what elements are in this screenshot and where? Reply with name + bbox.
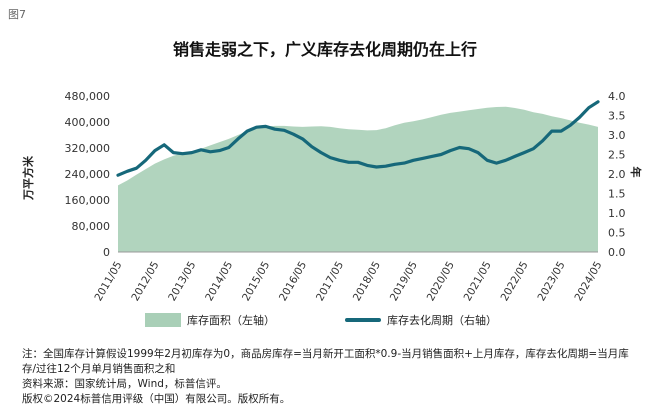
x-tick-label: 2012/05 bbox=[129, 260, 161, 304]
x-tick-label: 2022/05 bbox=[499, 260, 531, 304]
legend-item-area: 库存面积（左轴） bbox=[145, 312, 275, 328]
line-series-layer bbox=[116, 100, 600, 177]
x-tick-label: 2021/05 bbox=[462, 260, 494, 304]
legend-label-area: 库存面积（左轴） bbox=[187, 314, 275, 327]
x-tick-label: 2011/05 bbox=[92, 260, 124, 304]
y-right-tick-label: 4.0 bbox=[608, 90, 626, 103]
legend-label-line: 库存去化周期（右轴） bbox=[387, 314, 497, 327]
y-right-tick-label: 0.5 bbox=[608, 227, 626, 240]
x-tick-label: 2024/05 bbox=[572, 260, 604, 304]
x-tick-label: 2018/05 bbox=[351, 260, 383, 304]
note-line-1: 注：全国库存计算假设1999年2月初库存为0，商品房库存=当月新开工面积*0.9… bbox=[22, 348, 629, 375]
legend-item-line: 库存去化周期（右轴） bbox=[345, 312, 497, 328]
chart-title: 销售走弱之下，广义库存去化周期仍在上行 bbox=[172, 40, 477, 59]
note-line-2: 资料来源：国家统计局，Wind，标普信评。 bbox=[22, 378, 227, 390]
area-series-layer bbox=[118, 106, 598, 252]
x-tick-label: 2014/05 bbox=[203, 260, 235, 304]
y-right-tick-label: 3.0 bbox=[608, 129, 626, 142]
y-right-tick-label: 2.0 bbox=[608, 168, 626, 181]
y-left-tick-label: 400,000 bbox=[65, 116, 111, 129]
y-left-tick-label: 480,000 bbox=[65, 90, 111, 103]
x-tick-label: 2023/05 bbox=[535, 260, 567, 304]
y-left-tick-label: 240,000 bbox=[65, 168, 111, 181]
y-right-tick-label: 1.5 bbox=[608, 188, 626, 201]
y-left-tick-label: 160,000 bbox=[65, 194, 111, 207]
y-axis-left-label: 万平方米 bbox=[21, 155, 35, 201]
y-axis-right-label: 年 bbox=[629, 167, 643, 178]
y-right-tick-label: 3.5 bbox=[608, 110, 626, 123]
figure-label: 图7 bbox=[8, 8, 26, 21]
y-left-tick-label: 0 bbox=[103, 246, 110, 259]
y-right-tick-label: 0.0 bbox=[608, 246, 626, 259]
chart-canvas: 0 80,000 160,000 240,000 320,000 400,000 480,0… bbox=[21, 90, 643, 304]
x-tick-label: 2013/05 bbox=[166, 260, 198, 304]
x-tick-label: 2016/05 bbox=[277, 260, 309, 304]
y-right-tick-label: 2.5 bbox=[608, 149, 626, 162]
x-tick-label: 2017/05 bbox=[314, 260, 346, 304]
note-line-3: 版权©2024标普信用评级（中国）有限公司。版权所有。 bbox=[22, 393, 291, 405]
footnotes: 注：全国库存计算假设1999年2月初库存为0，商品房库存=当月新开工面积*0.9… bbox=[22, 347, 642, 407]
legend: 库存面积（左轴） 库存去化周期（右轴） bbox=[145, 312, 567, 328]
x-tick-label: 2020/05 bbox=[425, 260, 457, 304]
y-left-tick-label: 320,000 bbox=[65, 142, 111, 155]
y-left-tick-label: 80,000 bbox=[72, 220, 111, 233]
x-tick-label: 2019/05 bbox=[388, 260, 420, 304]
line-series-cycle bbox=[116, 100, 600, 177]
x-tick-label: 2015/05 bbox=[240, 260, 272, 304]
area-series-inventory bbox=[118, 106, 598, 252]
y-right-tick-label: 1.0 bbox=[608, 207, 626, 220]
legend-swatch-line bbox=[345, 318, 381, 322]
legend-swatch-area bbox=[145, 313, 181, 327]
